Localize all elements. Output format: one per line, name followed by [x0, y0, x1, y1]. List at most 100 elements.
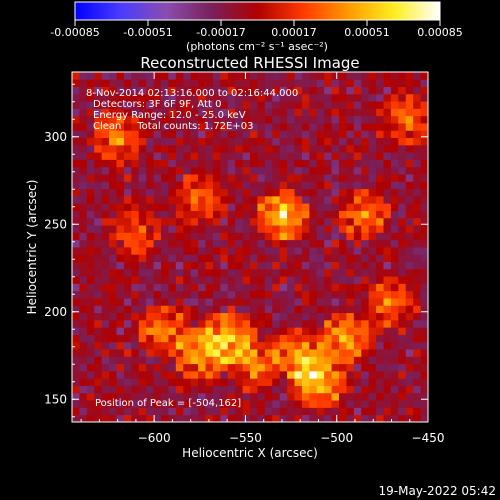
heatmap-cell	[272, 115, 281, 124]
heatmap-cell	[279, 392, 288, 401]
heatmap-cell	[190, 232, 199, 241]
heatmap-cell	[205, 341, 214, 350]
heatmap-cell	[183, 247, 192, 255]
heatmap-cell	[198, 370, 206, 379]
heatmap-cell	[301, 283, 310, 292]
heatmap-cell	[72, 188, 80, 197]
heatmap-cell	[346, 276, 355, 284]
heatmap-cell	[123, 327, 132, 335]
heatmap-cell	[72, 334, 80, 343]
heatmap-cell	[212, 414, 221, 422]
heatmap-cell	[131, 341, 140, 350]
heatmap-cell	[368, 414, 377, 422]
heatmap-cell	[383, 327, 392, 335]
heatmap-cell	[309, 108, 318, 117]
heatmap-cell	[227, 400, 236, 408]
heatmap-cell	[205, 305, 214, 314]
heatmap-cell	[227, 356, 236, 365]
heatmap-cell	[390, 283, 399, 292]
heatmap-cell	[390, 210, 399, 219]
heatmap-cell	[257, 254, 266, 262]
heatmap-cell	[287, 327, 295, 335]
heatmap-cell	[190, 72, 199, 80]
heatmap-cell	[109, 341, 117, 350]
heatmap-cell	[324, 349, 332, 357]
heatmap-cell	[339, 283, 347, 292]
heatmap-cell	[353, 283, 362, 292]
heatmap-cell	[242, 79, 251, 87]
heatmap-cell	[205, 356, 214, 365]
heatmap-cell	[368, 261, 377, 270]
heatmap-cell	[368, 407, 377, 416]
heatmap-cell	[153, 101, 162, 109]
heatmap-cell	[398, 115, 407, 124]
heatmap-cell	[131, 115, 140, 124]
heatmap-cell	[101, 261, 110, 270]
heatmap-cell	[227, 115, 236, 124]
heatmap-cell	[168, 305, 177, 314]
heatmap-cell	[368, 312, 377, 321]
heatmap-cell	[138, 217, 147, 226]
heatmap-cell	[72, 86, 80, 95]
heatmap-cell	[153, 305, 162, 314]
heatmap-cell	[220, 137, 229, 146]
heatmap-cell	[339, 123, 347, 131]
heatmap-cell	[339, 159, 347, 168]
heatmap-cell	[153, 108, 162, 117]
heatmap-cell	[168, 181, 177, 190]
heatmap-cell	[235, 152, 243, 160]
heatmap-cell	[79, 363, 88, 372]
heatmap-cell	[346, 327, 355, 335]
heatmap-cell	[287, 188, 295, 197]
heatmap-cell	[227, 123, 236, 131]
heatmap-cell	[235, 319, 243, 328]
heatmap-cell	[94, 152, 103, 160]
heatmap-cell	[242, 392, 251, 401]
heatmap-cell	[383, 86, 392, 95]
heatmap-cell	[376, 305, 384, 314]
heatmap-cell	[190, 195, 199, 204]
heatmap-cell	[309, 93, 318, 102]
heatmap-cell	[346, 239, 355, 248]
heatmap-cell	[183, 166, 192, 175]
heatmap-cell	[272, 334, 281, 343]
peak-position-label: Position of Peak = [-504,162]	[95, 398, 241, 409]
heatmap-cell	[257, 334, 266, 343]
heatmap-cell	[316, 188, 325, 197]
heatmap-cell	[272, 378, 281, 386]
heatmap-cell	[420, 108, 428, 117]
heatmap-cell	[161, 261, 169, 270]
heatmap-cell	[153, 341, 162, 350]
heatmap-cell	[146, 210, 154, 219]
heatmap-cell	[242, 327, 251, 335]
heatmap-cell	[294, 305, 303, 314]
heatmap-cell	[368, 152, 377, 160]
heatmap-cell	[227, 349, 236, 357]
heatmap-cell	[242, 232, 251, 241]
heatmap-cell	[138, 195, 147, 204]
heatmap-cell	[405, 363, 414, 372]
heatmap-cell	[287, 370, 295, 379]
heatmap-cell	[138, 159, 147, 168]
heatmap-cell	[331, 283, 340, 292]
heatmap-cell	[339, 93, 347, 102]
heatmap-cell	[161, 349, 169, 357]
heatmap-cell	[131, 86, 140, 95]
heatmap-cell	[376, 276, 384, 284]
heatmap-cell	[153, 261, 162, 270]
heatmap-cell	[123, 261, 132, 270]
heatmap-cell	[168, 254, 177, 262]
heatmap-cell	[383, 144, 392, 153]
heatmap-cell	[383, 363, 392, 372]
heatmap-cell	[235, 188, 243, 197]
heatmap-cell	[94, 195, 103, 204]
heatmap-cell	[198, 312, 206, 321]
heatmap-cell	[287, 312, 295, 321]
heatmap-cell	[339, 349, 347, 357]
heatmap-cell	[212, 166, 221, 175]
heatmap-cell	[316, 101, 325, 109]
heatmap-cell	[324, 239, 332, 248]
heatmap-cell	[309, 72, 318, 80]
heatmap-cell	[198, 181, 206, 190]
heatmap-cell	[361, 195, 370, 204]
